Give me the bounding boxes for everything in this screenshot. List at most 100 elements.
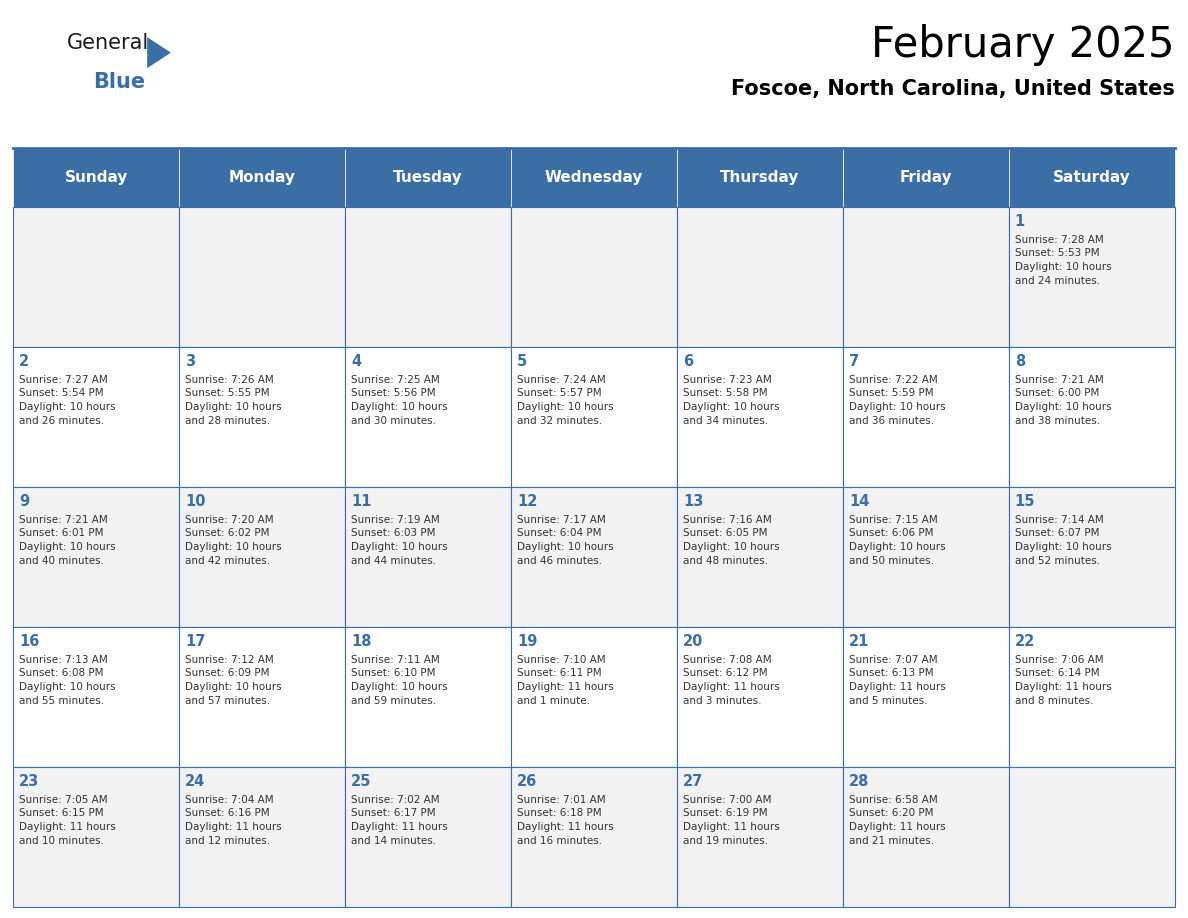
- Bar: [13, 148, 179, 207]
- Bar: [179, 148, 345, 207]
- Text: 25: 25: [350, 774, 372, 789]
- Bar: [843, 767, 1009, 908]
- Text: Sunrise: 7:06 AM
Sunset: 6:14 PM
Daylight: 11 hours
and 8 minutes.: Sunrise: 7:06 AM Sunset: 6:14 PM Dayligh…: [1015, 655, 1112, 706]
- Text: Sunrise: 7:11 AM
Sunset: 6:10 PM
Daylight: 10 hours
and 59 minutes.: Sunrise: 7:11 AM Sunset: 6:10 PM Dayligh…: [350, 655, 448, 706]
- Text: Foscoe, North Carolina, United States: Foscoe, North Carolina, United States: [731, 79, 1175, 99]
- Polygon shape: [147, 37, 171, 68]
- Text: 7: 7: [848, 353, 859, 369]
- Bar: [1009, 347, 1175, 487]
- Text: Sunrise: 7:25 AM
Sunset: 5:56 PM
Daylight: 10 hours
and 30 minutes.: Sunrise: 7:25 AM Sunset: 5:56 PM Dayligh…: [350, 375, 448, 426]
- Text: 16: 16: [19, 633, 39, 649]
- Text: Tuesday: Tuesday: [393, 170, 463, 185]
- Text: 28: 28: [848, 774, 870, 789]
- Text: 23: 23: [19, 774, 39, 789]
- Bar: [13, 347, 179, 487]
- Text: Sunrise: 7:08 AM
Sunset: 6:12 PM
Daylight: 11 hours
and 3 minutes.: Sunrise: 7:08 AM Sunset: 6:12 PM Dayligh…: [683, 655, 779, 706]
- Bar: [677, 487, 843, 627]
- Text: Sunrise: 7:20 AM
Sunset: 6:02 PM
Daylight: 10 hours
and 42 minutes.: Sunrise: 7:20 AM Sunset: 6:02 PM Dayligh…: [185, 515, 282, 565]
- Bar: [13, 627, 179, 767]
- Text: 1: 1: [1015, 214, 1025, 229]
- Text: February 2025: February 2025: [871, 24, 1175, 66]
- Bar: [677, 347, 843, 487]
- Bar: [511, 487, 677, 627]
- Text: Sunrise: 7:00 AM
Sunset: 6:19 PM
Daylight: 11 hours
and 19 minutes.: Sunrise: 7:00 AM Sunset: 6:19 PM Dayligh…: [683, 795, 779, 845]
- Text: Wednesday: Wednesday: [545, 170, 643, 185]
- Text: Sunrise: 7:19 AM
Sunset: 6:03 PM
Daylight: 10 hours
and 44 minutes.: Sunrise: 7:19 AM Sunset: 6:03 PM Dayligh…: [350, 515, 448, 565]
- Text: Blue: Blue: [93, 72, 145, 92]
- Bar: [843, 627, 1009, 767]
- Text: Sunday: Sunday: [64, 170, 128, 185]
- Text: Sunrise: 7:26 AM
Sunset: 5:55 PM
Daylight: 10 hours
and 28 minutes.: Sunrise: 7:26 AM Sunset: 5:55 PM Dayligh…: [185, 375, 282, 426]
- Bar: [345, 347, 511, 487]
- Bar: [511, 627, 677, 767]
- Text: 18: 18: [350, 633, 372, 649]
- Text: 5: 5: [517, 353, 527, 369]
- Text: 12: 12: [517, 494, 537, 509]
- Bar: [511, 347, 677, 487]
- Text: Thursday: Thursday: [720, 170, 800, 185]
- Bar: [677, 207, 843, 347]
- Text: 22: 22: [1015, 633, 1035, 649]
- Bar: [1009, 148, 1175, 207]
- Text: Sunrise: 7:22 AM
Sunset: 5:59 PM
Daylight: 10 hours
and 36 minutes.: Sunrise: 7:22 AM Sunset: 5:59 PM Dayligh…: [848, 375, 946, 426]
- Text: 19: 19: [517, 633, 537, 649]
- Bar: [345, 627, 511, 767]
- Text: Sunrise: 7:15 AM
Sunset: 6:06 PM
Daylight: 10 hours
and 50 minutes.: Sunrise: 7:15 AM Sunset: 6:06 PM Dayligh…: [848, 515, 946, 565]
- Text: 3: 3: [185, 353, 195, 369]
- Text: 15: 15: [1015, 494, 1035, 509]
- Text: Sunrise: 7:12 AM
Sunset: 6:09 PM
Daylight: 10 hours
and 57 minutes.: Sunrise: 7:12 AM Sunset: 6:09 PM Dayligh…: [185, 655, 282, 706]
- Bar: [1009, 487, 1175, 627]
- Bar: [1009, 767, 1175, 908]
- Bar: [13, 487, 179, 627]
- Text: 6: 6: [683, 353, 693, 369]
- Text: 2: 2: [19, 353, 30, 369]
- Text: Sunrise: 7:07 AM
Sunset: 6:13 PM
Daylight: 11 hours
and 5 minutes.: Sunrise: 7:07 AM Sunset: 6:13 PM Dayligh…: [848, 655, 946, 706]
- Bar: [677, 767, 843, 908]
- Bar: [511, 148, 677, 207]
- Text: Friday: Friday: [899, 170, 952, 185]
- Text: Monday: Monday: [228, 170, 296, 185]
- Text: Sunrise: 7:10 AM
Sunset: 6:11 PM
Daylight: 11 hours
and 1 minute.: Sunrise: 7:10 AM Sunset: 6:11 PM Dayligh…: [517, 655, 614, 706]
- Text: 14: 14: [848, 494, 870, 509]
- Bar: [345, 207, 511, 347]
- Text: 17: 17: [185, 633, 206, 649]
- Bar: [677, 627, 843, 767]
- Text: Sunrise: 7:02 AM
Sunset: 6:17 PM
Daylight: 11 hours
and 14 minutes.: Sunrise: 7:02 AM Sunset: 6:17 PM Dayligh…: [350, 795, 448, 845]
- Text: Sunrise: 7:14 AM
Sunset: 6:07 PM
Daylight: 10 hours
and 52 minutes.: Sunrise: 7:14 AM Sunset: 6:07 PM Dayligh…: [1015, 515, 1112, 565]
- Text: Sunrise: 7:27 AM
Sunset: 5:54 PM
Daylight: 10 hours
and 26 minutes.: Sunrise: 7:27 AM Sunset: 5:54 PM Dayligh…: [19, 375, 115, 426]
- Text: 11: 11: [350, 494, 372, 509]
- Bar: [843, 148, 1009, 207]
- Text: 8: 8: [1015, 353, 1025, 369]
- Bar: [13, 767, 179, 908]
- Bar: [345, 767, 511, 908]
- Bar: [843, 347, 1009, 487]
- Bar: [13, 207, 179, 347]
- Bar: [1009, 627, 1175, 767]
- Text: 26: 26: [517, 774, 537, 789]
- Bar: [677, 148, 843, 207]
- Text: Sunrise: 7:05 AM
Sunset: 6:15 PM
Daylight: 11 hours
and 10 minutes.: Sunrise: 7:05 AM Sunset: 6:15 PM Dayligh…: [19, 795, 116, 845]
- Bar: [511, 207, 677, 347]
- Bar: [179, 487, 345, 627]
- Bar: [511, 767, 677, 908]
- Text: Sunrise: 7:17 AM
Sunset: 6:04 PM
Daylight: 10 hours
and 46 minutes.: Sunrise: 7:17 AM Sunset: 6:04 PM Dayligh…: [517, 515, 613, 565]
- Bar: [843, 487, 1009, 627]
- Text: Sunrise: 7:21 AM
Sunset: 6:01 PM
Daylight: 10 hours
and 40 minutes.: Sunrise: 7:21 AM Sunset: 6:01 PM Dayligh…: [19, 515, 115, 565]
- Bar: [843, 207, 1009, 347]
- Text: 4: 4: [350, 353, 361, 369]
- Text: 10: 10: [185, 494, 206, 509]
- Bar: [179, 347, 345, 487]
- Text: 27: 27: [683, 774, 703, 789]
- Bar: [179, 767, 345, 908]
- Text: 9: 9: [19, 494, 30, 509]
- Text: Sunrise: 7:16 AM
Sunset: 6:05 PM
Daylight: 10 hours
and 48 minutes.: Sunrise: 7:16 AM Sunset: 6:05 PM Dayligh…: [683, 515, 779, 565]
- Text: Saturday: Saturday: [1053, 170, 1131, 185]
- Text: Sunrise: 7:01 AM
Sunset: 6:18 PM
Daylight: 11 hours
and 16 minutes.: Sunrise: 7:01 AM Sunset: 6:18 PM Dayligh…: [517, 795, 614, 845]
- Text: General: General: [67, 33, 148, 53]
- Text: Sunrise: 6:58 AM
Sunset: 6:20 PM
Daylight: 11 hours
and 21 minutes.: Sunrise: 6:58 AM Sunset: 6:20 PM Dayligh…: [848, 795, 946, 845]
- Text: Sunrise: 7:23 AM
Sunset: 5:58 PM
Daylight: 10 hours
and 34 minutes.: Sunrise: 7:23 AM Sunset: 5:58 PM Dayligh…: [683, 375, 779, 426]
- Text: Sunrise: 7:24 AM
Sunset: 5:57 PM
Daylight: 10 hours
and 32 minutes.: Sunrise: 7:24 AM Sunset: 5:57 PM Dayligh…: [517, 375, 613, 426]
- Bar: [1009, 207, 1175, 347]
- Bar: [179, 627, 345, 767]
- Text: Sunrise: 7:13 AM
Sunset: 6:08 PM
Daylight: 10 hours
and 55 minutes.: Sunrise: 7:13 AM Sunset: 6:08 PM Dayligh…: [19, 655, 115, 706]
